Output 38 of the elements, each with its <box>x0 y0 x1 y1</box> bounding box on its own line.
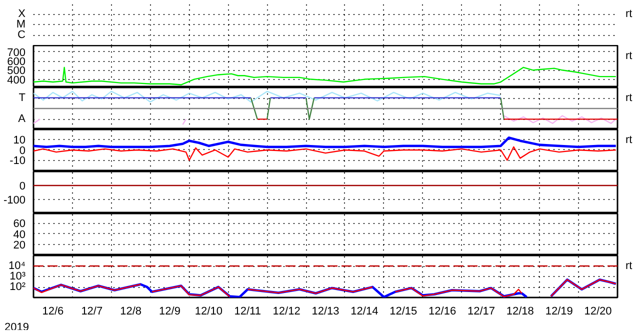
y-tick-label: 0 <box>19 144 26 157</box>
x-tick-label: 12/9 <box>159 306 180 318</box>
x-tick-label: 12/13 <box>312 306 340 318</box>
x-tick-label: 12/6 <box>42 306 64 318</box>
x-tick-label: 12/18 <box>506 306 534 318</box>
y-tick-label: 10³ <box>10 270 26 282</box>
y-tick-label: 20 <box>13 240 26 252</box>
y-tick-label: -10 <box>10 155 26 168</box>
x-tick-label: 12/19 <box>545 306 573 318</box>
x-tick-label: 12/14 <box>350 306 378 318</box>
x-tick-label: 12/11 <box>234 306 261 318</box>
text: rt <box>626 8 632 20</box>
x-tick-label: 12/20 <box>584 306 612 318</box>
x-tick-label: 12/17 <box>467 306 495 318</box>
y-tick-label: -100 <box>3 194 26 206</box>
y-tick-label: 10⁴ <box>8 260 26 272</box>
x-tick-label: 12/7 <box>81 306 103 318</box>
y-tick-label: 0 <box>19 180 26 192</box>
x-tick-label: 12/15 <box>390 306 418 318</box>
y-tick-label: 10² <box>10 281 26 293</box>
category-label: T <box>18 92 26 104</box>
x-tick-label: 12/16 <box>428 306 456 318</box>
y-tick-label: 700 <box>7 46 26 59</box>
y-tick-label: 400 <box>7 74 26 86</box>
y-tick-label: 40 <box>13 228 26 241</box>
text: rt <box>626 92 632 104</box>
text: rt <box>626 50 632 62</box>
text: C <box>18 29 26 41</box>
text: X <box>18 8 26 20</box>
y-tick-label: 60 <box>13 218 26 230</box>
y-tick-label: 10 <box>13 134 26 147</box>
category-label: A <box>18 113 26 125</box>
text: rt <box>626 134 632 146</box>
text: M <box>16 18 26 30</box>
x-tick-label: 12/12 <box>272 306 300 318</box>
text: rt <box>626 260 632 272</box>
x-tick-label: 12/8 <box>120 306 142 318</box>
x-tick-label: 12/10 <box>194 306 222 318</box>
